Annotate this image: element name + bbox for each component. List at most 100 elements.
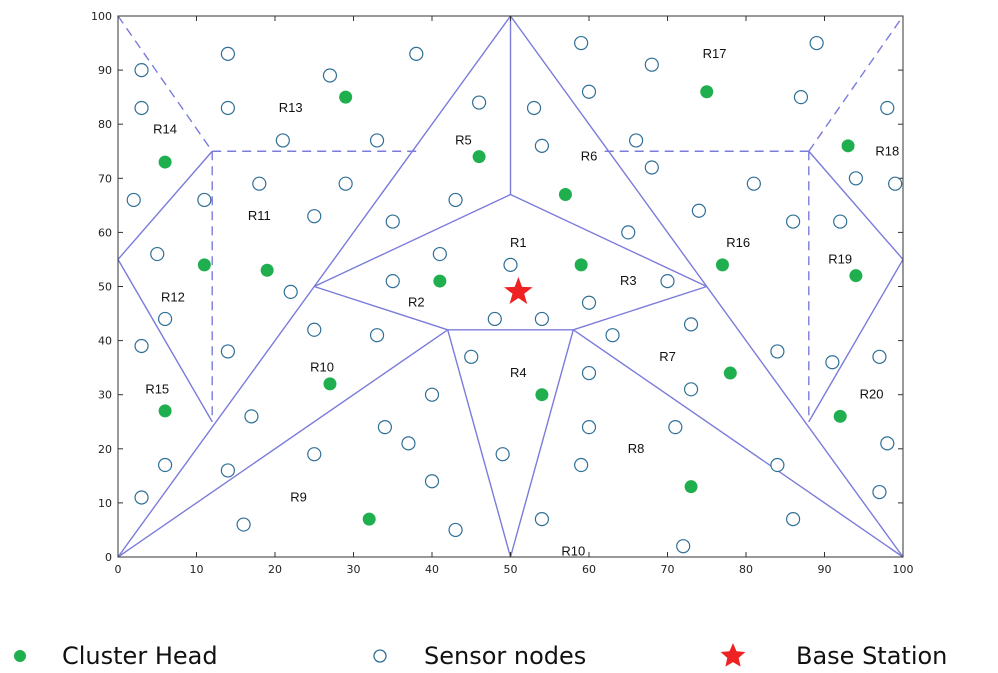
cluster-head-point: [833, 409, 847, 423]
sensor-node-point: [676, 539, 691, 554]
sensor-node-point: [126, 192, 141, 208]
sensor-node-point: [628, 133, 644, 148]
sensor-node-point: [534, 311, 550, 327]
sensor-node-point: [848, 171, 864, 186]
sensor-node-point: [770, 457, 785, 473]
region-boundary-solid: [117, 329, 449, 558]
sensor-node-point: [464, 349, 479, 364]
sensor-node-point: [785, 214, 801, 229]
sensor-node-point: [746, 176, 761, 191]
sensor-node-point: [322, 68, 338, 83]
sensor-node-point: [134, 62, 149, 78]
cluster-head-point: [158, 155, 172, 169]
sensor-node-point: [605, 328, 620, 343]
y-tick-label: 20: [98, 443, 112, 456]
x-tick-label: 100: [893, 563, 914, 576]
sensor-node-point: [369, 328, 385, 343]
region-boundary-solid: [314, 285, 448, 331]
cluster-head-point: [197, 258, 211, 272]
sensor-node-point: [409, 46, 424, 61]
sensor-node-point: [785, 512, 801, 527]
cluster-head-point: [849, 269, 863, 283]
sensor-node-point: [283, 284, 298, 300]
sensor-node-point: [424, 474, 440, 489]
region-label: R2: [408, 295, 425, 310]
region-boundary-solid: [808, 150, 904, 260]
sensor-node-point: [809, 35, 824, 51]
cluster-head-point: [574, 258, 588, 272]
cluster-head-point: [715, 258, 729, 272]
legend-base-station-marker: [720, 643, 746, 667]
region-label: R19: [828, 251, 852, 266]
region-label: R7: [659, 349, 676, 364]
sensor-node-point: [581, 365, 597, 381]
sensor-node-point: [220, 46, 235, 61]
base-station-series: [504, 276, 533, 304]
sensor-node-point: [385, 214, 400, 229]
sensor-node-point: [252, 176, 267, 191]
sensor-node-point: [472, 95, 487, 110]
cluster-head-point: [558, 188, 572, 202]
sensor-node-point: [644, 160, 659, 175]
region-label: R6: [581, 149, 598, 164]
region-label: R11: [248, 208, 271, 223]
y-tick-label: 100: [91, 10, 112, 23]
x-tick-label: 0: [115, 563, 122, 576]
region-label: R14: [153, 122, 177, 137]
cluster-head-point: [841, 139, 855, 153]
sensor-node-point: [448, 192, 463, 208]
region-label: R5: [455, 132, 472, 147]
y-tick-label: 80: [98, 118, 112, 131]
region-label: R9: [290, 489, 307, 504]
sensor-node-point: [526, 100, 542, 116]
region-label: R12: [161, 289, 185, 304]
y-tick-label: 0: [105, 551, 112, 564]
sensor-node-point: [307, 322, 322, 337]
sensor-node-point: [872, 484, 887, 500]
sensor-node-point: [668, 420, 683, 435]
sensor-node-point: [134, 490, 149, 505]
sensor-node-point: [197, 192, 212, 208]
sensor-node-point: [377, 420, 392, 435]
region-boundary-solid: [572, 329, 904, 558]
base-station-point: [504, 276, 533, 304]
region-boundary-solid: [510, 193, 708, 288]
sensor-node-series: [126, 35, 903, 554]
sensor-node-point: [534, 138, 550, 153]
sensor-node-point: [660, 273, 675, 289]
cluster-head-point: [700, 85, 714, 99]
region-label: R3: [620, 273, 637, 288]
region-boundary-dashed: [808, 15, 904, 152]
sensor-node-point: [683, 317, 699, 332]
sensor-node-point: [424, 387, 440, 402]
region-label: R10: [310, 360, 334, 375]
cluster-head-point: [535, 388, 549, 402]
region-boundary-solid: [313, 193, 511, 288]
sensor-node-point: [275, 133, 290, 148]
sensor-node-point: [793, 90, 809, 105]
cluster-head-point: [362, 512, 376, 526]
sensor-node-point: [307, 209, 322, 224]
y-tick-label: 70: [98, 172, 112, 185]
region-label: R15: [145, 381, 169, 396]
y-tick-label: 60: [98, 226, 112, 239]
cluster-head-point: [158, 404, 172, 418]
y-tick-label: 10: [98, 497, 112, 510]
y-tick-label: 50: [98, 281, 112, 294]
sensor-node-point: [432, 246, 447, 262]
sensor-node-point: [385, 273, 400, 289]
sensor-node-point: [683, 382, 699, 397]
x-tick-label: 40: [425, 563, 439, 576]
region-label: R16: [726, 235, 750, 250]
axes: 0 10 20 30 40 50 60 70 80 90 100 0 10 20 30 40 50 60 70 80 9…: [91, 10, 914, 576]
cluster-head-point: [260, 263, 274, 277]
region-boundary-solid: [808, 259, 904, 423]
sensor-node-point: [574, 35, 589, 51]
sensor-node-point: [134, 338, 149, 354]
region-boundaries: [117, 15, 904, 558]
region-boundary-solid: [117, 259, 213, 423]
sensor-node-point: [581, 295, 597, 310]
region-label: R20: [860, 387, 884, 402]
cluster-head-point: [433, 274, 447, 288]
sensor-node-point: [220, 100, 235, 116]
